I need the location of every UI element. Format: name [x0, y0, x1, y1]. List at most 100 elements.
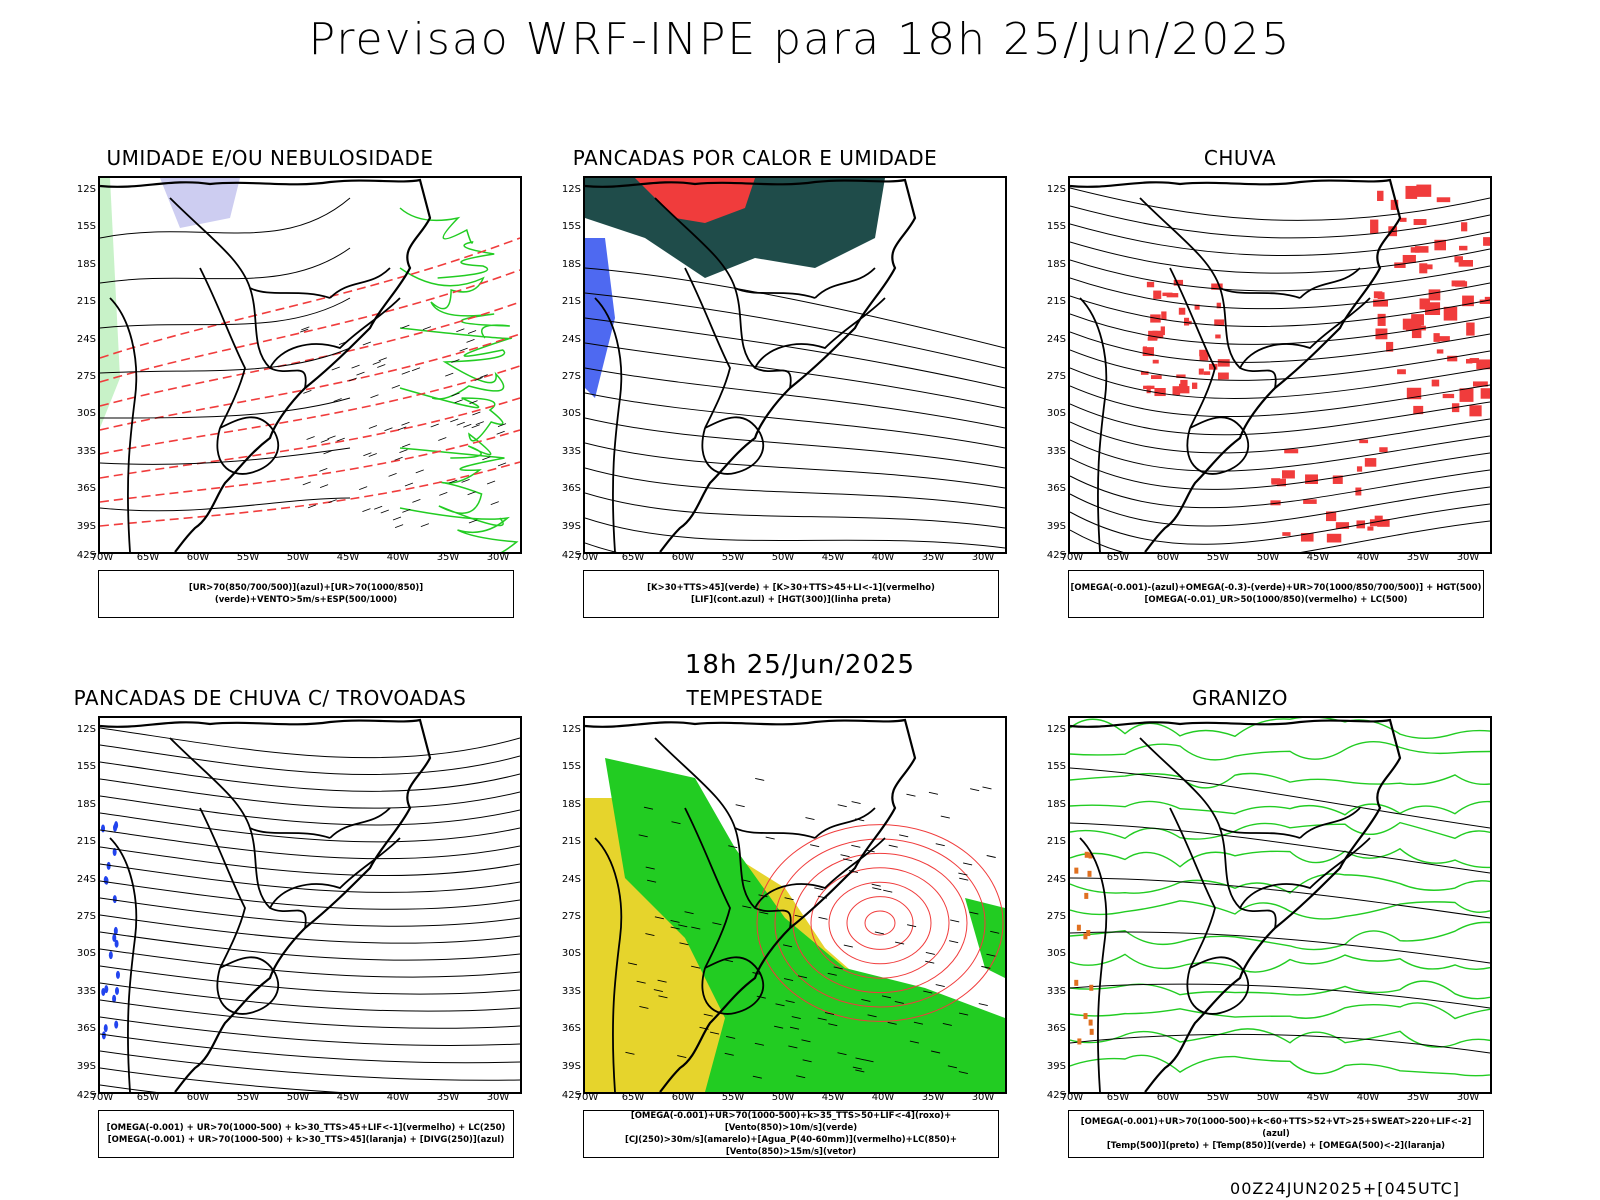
- longitude-tick-label: 70W: [90, 1092, 114, 1103]
- streamline: [100, 931, 520, 961]
- wind-vector: [300, 328, 309, 333]
- precipitable-water-contour: [774, 838, 986, 1008]
- rain-area: [1146, 281, 1155, 288]
- latitude-tick-label: 21S: [561, 836, 581, 848]
- humidity-contour: [399, 327, 512, 400]
- panel-title: CHUVA: [1203, 146, 1277, 170]
- longitude-tick-label: 70W: [1060, 1092, 1084, 1103]
- wind-vector: [851, 801, 861, 805]
- latitude-tick-label: 42S: [76, 1090, 96, 1101]
- longitude-tick-label: 60W: [1156, 1092, 1180, 1103]
- panel-granizo: GRANIZO 12S 15S 18S 21S 24S 27S 30S 33S 36S 39S 42S…: [1000, 686, 1492, 1186]
- latitude-tick-label: 18S: [561, 258, 581, 270]
- country-border: [1079, 837, 1108, 1092]
- wind-vector: [684, 911, 694, 915]
- longitude-tick-label: 70W: [575, 1092, 599, 1103]
- rain-area: [1402, 254, 1416, 263]
- wind-vector: [368, 453, 377, 457]
- country-border: [1186, 416, 1250, 475]
- forecast-map: [583, 176, 1007, 554]
- longitude-axis: 70W 65W 60W 55W 50W 45W 40W 35W 30W: [576, 552, 1003, 566]
- wind-vector: [454, 399, 463, 404]
- streamline: [100, 999, 520, 1029]
- temperature-850-contour: [1070, 900, 1490, 920]
- panel-pancadas-calor: PANCADAS POR CALOR E UMIDADE 12S 15S 18S 21S…: [515, 146, 1007, 646]
- rain-area: [1154, 387, 1166, 397]
- rain-area: [1413, 219, 1427, 226]
- height-contour: [585, 267, 1005, 349]
- country-border: [1186, 956, 1250, 1015]
- wind-vector: [459, 347, 468, 352]
- wind-vector: [449, 479, 458, 484]
- height-contour: [585, 442, 1005, 489]
- streamline: [1070, 452, 1490, 490]
- streamline: [100, 744, 520, 775]
- latitude-tick-label: 42S: [1046, 1090, 1066, 1101]
- longitude-tick-label: 50W: [771, 552, 795, 563]
- thickness-contour: [100, 429, 520, 503]
- omega-area: [1083, 933, 1088, 940]
- latitude-axis: 12S 15S 18S 21S 24S 27S 30S 33S 36S 39S 42S: [60, 176, 96, 561]
- valid-time-title: 18h 25/Jun/2025: [684, 650, 916, 680]
- rain-area: [1411, 328, 1422, 339]
- rain-area: [1377, 190, 1384, 201]
- rain-area: [1476, 359, 1490, 370]
- latitude-tick-label: 12S: [561, 724, 581, 735]
- latitude-tick-label: 15S: [76, 221, 96, 233]
- longitude-tick-label: 50W: [286, 1092, 310, 1103]
- wind-vector: [378, 357, 387, 362]
- wind-vector: [451, 392, 460, 397]
- latitude-tick-label: 39S: [561, 520, 581, 532]
- rain-area: [1461, 222, 1468, 232]
- longitude-axis: 70W 65W 60W 55W 50W 45W 40W 35W 30W: [91, 1092, 518, 1106]
- wind-vector: [368, 425, 378, 429]
- rain-area: [1411, 314, 1424, 326]
- panel-legend: [OMEGA(-0.001)+UR>70(1000-500)+k>35_TTS>…: [583, 1110, 999, 1158]
- rain-area: [1152, 359, 1159, 364]
- country-border: [654, 737, 816, 839]
- longitude-tick-label: 30W: [1456, 1092, 1480, 1103]
- rain-area: [1436, 197, 1451, 203]
- coastline: [1070, 718, 1402, 1092]
- country-border: [216, 956, 280, 1015]
- country-border: [1139, 737, 1301, 839]
- divergence-area: [112, 895, 117, 904]
- wind-vector: [670, 919, 680, 923]
- country-border: [109, 297, 138, 552]
- rain-area: [1300, 532, 1314, 542]
- height-contour: [585, 342, 1005, 409]
- rain-area: [1483, 237, 1490, 246]
- legend-line: [UR>70(850/700/500)](azul)+[UR>70(1000/8…: [188, 583, 424, 605]
- coastline: [100, 178, 432, 552]
- longitude-tick-label: 65W: [621, 552, 645, 563]
- longitude-tick-label: 60W: [186, 552, 210, 563]
- thickness-contour: [100, 397, 520, 479]
- wind-vector: [907, 924, 917, 928]
- latitude-tick-label: 24S: [561, 873, 581, 885]
- rain-area: [1199, 352, 1209, 361]
- forecast-map: [1068, 716, 1492, 1094]
- wind-vector: [439, 492, 448, 496]
- wind-vector: [303, 389, 312, 394]
- wind-vector: [765, 836, 775, 840]
- longitude-tick-label: 40W: [1356, 552, 1380, 563]
- temperature-850-contour: [1070, 1002, 1490, 1020]
- rain-area: [1386, 341, 1394, 352]
- longitude-tick-label: 70W: [575, 552, 599, 563]
- panel-title: UMIDADE E/OU NEBULOSIDADE: [106, 146, 434, 170]
- rain-area: [1140, 371, 1149, 375]
- divergence-area: [115, 970, 120, 979]
- rain-area: [1281, 470, 1295, 479]
- country-border: [269, 837, 401, 909]
- rain-area: [1465, 358, 1473, 364]
- wind-vector: [467, 330, 477, 334]
- wind-vector: [301, 326, 310, 331]
- wind-vector: [467, 491, 476, 496]
- streamline: [1070, 418, 1490, 454]
- streamline: [100, 982, 520, 1012]
- rain-area: [1377, 313, 1386, 326]
- rain-area: [1326, 511, 1337, 522]
- wind-vector: [351, 364, 360, 369]
- latitude-tick-label: 24S: [76, 333, 96, 345]
- country-border: [329, 267, 391, 299]
